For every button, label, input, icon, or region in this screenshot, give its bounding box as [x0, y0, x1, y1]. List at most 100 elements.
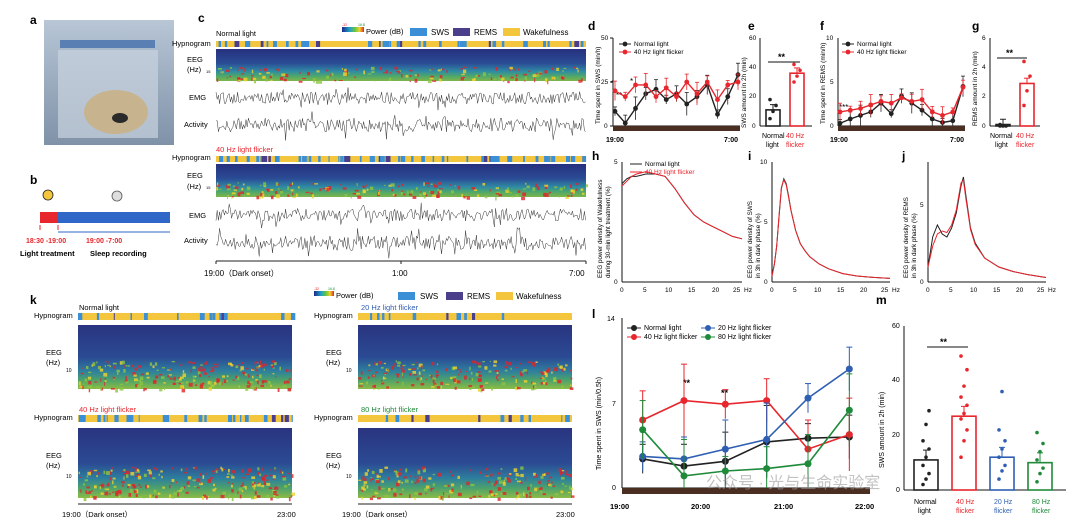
spec-speck	[139, 381, 144, 385]
spec-speck	[170, 482, 173, 484]
spec-speck	[509, 473, 512, 475]
spec-speck	[104, 491, 109, 496]
spec-speck	[291, 182, 294, 185]
spec-speck	[237, 79, 241, 81]
spec-speck	[390, 183, 394, 187]
spec-speck	[368, 364, 371, 367]
spec-speck	[509, 66, 513, 70]
spec-speck	[454, 386, 457, 390]
spec-speck	[134, 485, 137, 487]
svg-text:SWS: SWS	[420, 292, 438, 301]
spec-speck	[518, 474, 520, 477]
spec-speck	[273, 493, 277, 495]
spec-speck	[517, 494, 521, 498]
hyp-epoch	[565, 415, 570, 422]
spec-speck	[417, 470, 421, 475]
svg-text:10: 10	[826, 35, 834, 42]
spec-speck	[369, 186, 374, 190]
data-point	[674, 94, 679, 100]
spec-speck	[350, 196, 352, 199]
spec-speck	[432, 483, 435, 487]
svg-text:Hypnogram: Hypnogram	[34, 413, 73, 422]
spec-speck	[495, 192, 499, 195]
hyp-epoch	[266, 41, 269, 47]
spec-speck	[412, 196, 417, 199]
spec-speck	[521, 371, 524, 373]
svg-text:40 Hz light flicker: 40 Hz light flicker	[645, 169, 695, 176]
svg-text:80 Hz light flicker: 80 Hz light flicker	[718, 334, 772, 341]
spec-speck	[237, 376, 240, 381]
spec-speck	[365, 381, 369, 385]
spec-speck	[415, 361, 417, 364]
spec-speck	[326, 187, 330, 192]
svg-text:flicker: flicker	[1016, 142, 1035, 149]
spec-speck	[131, 466, 135, 469]
data-point	[837, 109, 843, 115]
spec-speck	[168, 374, 172, 376]
spec-speck	[358, 385, 363, 387]
spec-speck	[561, 470, 565, 472]
spec-speck	[209, 477, 214, 479]
data-point	[725, 82, 731, 88]
spec-speck	[312, 78, 317, 80]
spec-speck	[177, 377, 180, 379]
spec-speck	[112, 480, 114, 485]
spec-speck	[352, 193, 356, 195]
spec-speck	[180, 364, 183, 366]
series-line-0	[771, 177, 891, 279]
spec-speck	[226, 187, 231, 191]
spec-speck	[287, 472, 291, 475]
svg-text:25: 25	[881, 287, 889, 294]
spec-speck	[551, 67, 554, 71]
svg-text:0: 0	[982, 123, 986, 130]
spec-speck	[135, 384, 139, 388]
spec-speck	[124, 365, 128, 367]
svg-text:Wakefulness: Wakefulness	[523, 28, 569, 37]
hyp-epoch	[263, 415, 268, 422]
hyp-wake	[78, 313, 292, 320]
spec-speck	[499, 480, 503, 484]
bar-point	[959, 455, 963, 460]
spec-speck	[227, 195, 228, 200]
spec-speck	[266, 188, 269, 191]
l-point	[680, 472, 688, 480]
spec-speck	[152, 477, 156, 480]
svg-text:5: 5	[614, 159, 618, 166]
spec-speck	[421, 466, 426, 470]
spec-speck	[504, 366, 508, 369]
spec-speck	[230, 362, 232, 366]
spec-speck	[549, 484, 553, 487]
spec-speck	[208, 387, 212, 391]
svg-text:80 Hz light flicker: 80 Hz light flicker	[361, 405, 419, 414]
svg-text:0: 0	[830, 123, 834, 130]
hyp-epoch	[441, 156, 445, 162]
data-point	[622, 120, 628, 126]
spec-speck	[134, 475, 138, 477]
spec-speck	[112, 378, 115, 381]
spec-speck	[257, 482, 260, 484]
spec-speck	[381, 366, 384, 369]
spec-speck	[319, 188, 322, 192]
spec-speck	[362, 186, 367, 188]
spec-speck	[167, 375, 170, 378]
spec-speck	[538, 487, 541, 490]
spec-speck	[570, 384, 572, 387]
spec-speck	[560, 368, 564, 370]
spec-speck	[475, 74, 478, 78]
spec-speck	[411, 480, 413, 484]
spec-speck	[399, 468, 402, 471]
hyp-epoch	[344, 156, 350, 162]
spec-speck	[434, 384, 439, 386]
hyp-epoch	[114, 415, 119, 422]
spec-speck	[272, 367, 275, 369]
spec-speck	[127, 484, 131, 487]
spec-speck	[78, 381, 81, 386]
spec-speck	[87, 376, 92, 380]
spec-speck	[268, 381, 271, 385]
hyp-epoch	[432, 156, 435, 162]
spec-speck	[372, 385, 375, 388]
spec-speck	[149, 494, 152, 499]
spec-speck	[493, 78, 497, 80]
spec-speck	[279, 76, 284, 81]
svg-text:(Hz): (Hz)	[46, 461, 61, 470]
